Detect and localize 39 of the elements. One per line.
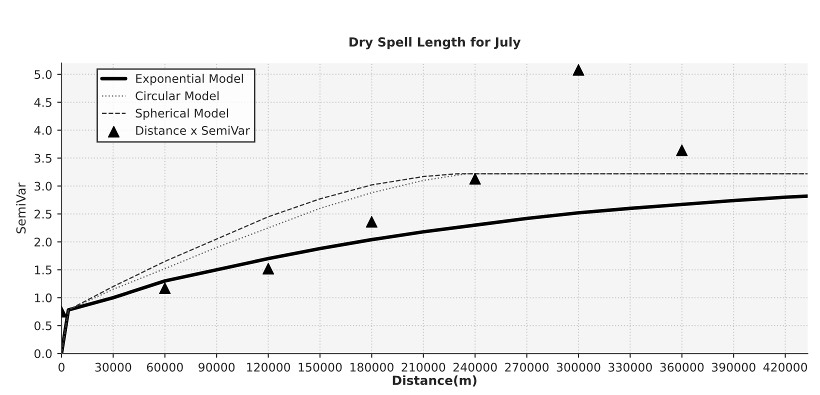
x-tick-label: 60000 — [146, 362, 183, 372]
y-tick-label: 3.5 — [34, 154, 52, 163]
x-tick-label: 270000 — [505, 362, 549, 372]
legend-label: Distance x SemiVar — [136, 126, 250, 135]
x-tick-label: 420000 — [763, 362, 808, 372]
x-tick-label: 240000 — [453, 362, 497, 372]
y-tick-label: 0.0 — [34, 349, 52, 358]
x-tick-label: 390000 — [712, 362, 756, 372]
y-tick-label: 2.0 — [34, 238, 52, 247]
y-tick-label: 1.5 — [34, 266, 52, 274]
x-tick-label: 300000 — [556, 362, 600, 372]
x-tick-label: 330000 — [608, 362, 652, 372]
y-tick-label: 5.0 — [34, 70, 52, 80]
x-axis-title: Distance(m) — [392, 375, 476, 387]
x-tick-label: 90000 — [198, 362, 235, 372]
point — [572, 64, 584, 76]
x-tick-label: 180000 — [350, 362, 394, 372]
y-tick-label: 3.0 — [34, 182, 52, 191]
y-tick-label: 1.0 — [34, 293, 52, 302]
x-tick-label: 0 — [58, 362, 64, 372]
point — [676, 144, 688, 156]
y-tick-label: 2.5 — [34, 210, 52, 219]
x-tick-label: 360000 — [660, 362, 704, 372]
point — [469, 172, 481, 185]
chart-title: Dry Spell Length for July — [350, 37, 521, 50]
y-tick-label: 4.5 — [34, 98, 52, 107]
y-axis-title: SemiVar — [16, 182, 26, 234]
legend-label: Exponential Model — [136, 74, 243, 86]
y-tick-label: 4.0 — [34, 126, 52, 135]
point — [159, 282, 171, 294]
legend-label: Circular Model — [136, 91, 219, 100]
y-tick-label: 0.5 — [34, 321, 52, 330]
legend-label: Spherical Model — [136, 108, 228, 120]
x-tick-label: 30000 — [95, 362, 132, 372]
x-tick-label: 210000 — [402, 362, 446, 372]
point — [262, 262, 274, 274]
x-tick-label: 150000 — [298, 362, 342, 372]
x-tick-label: 120000 — [247, 362, 290, 372]
point — [366, 216, 378, 228]
